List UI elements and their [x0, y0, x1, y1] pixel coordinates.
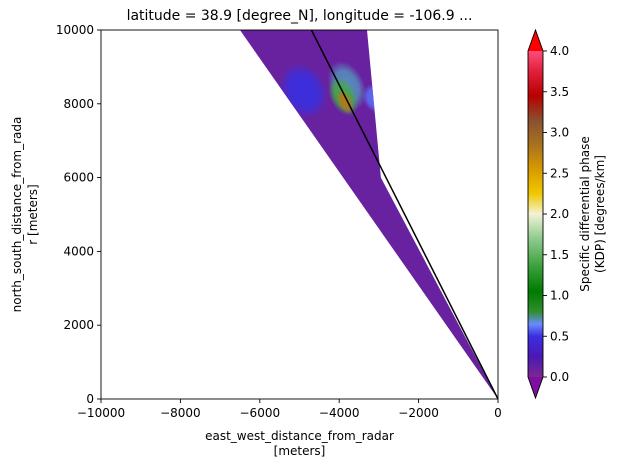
colorbar-tick-label: 1.5 — [550, 248, 569, 262]
x-tick-label: −6000 — [240, 406, 281, 420]
colorbar-extend-over — [528, 30, 543, 51]
transect-line — [310, 30, 498, 399]
y-axis-label-line-1: north_south_distance_from_rada — [10, 117, 24, 313]
colorbar-tick-label: 3.5 — [550, 85, 569, 99]
y-tick-label: 2000 — [63, 318, 94, 332]
colorbar-ticks: 0.0 0.5 1.0 1.5 2.0 2.5 3.0 3.5 4.0 — [543, 44, 569, 384]
colorbar-tick-label: 1.0 — [550, 289, 569, 303]
y-axis-ticks: 0 2000 4000 6000 8000 10000 — [56, 23, 101, 406]
x-axis-label-line-2: [meters] — [274, 444, 326, 458]
colorbar-label-line-1: Specific differential phase — [578, 136, 592, 292]
x-tick-label: −4000 — [319, 406, 360, 420]
x-tick-label: −10000 — [77, 406, 125, 420]
colorbar-tick-label: 3.0 — [550, 126, 569, 140]
x-tick-label: −2000 — [398, 406, 439, 420]
colorbar-tick-label: 2.0 — [550, 207, 569, 221]
x-axis-label-line-1: east_west_distance_from_radar — [205, 429, 394, 443]
y-tick-label: 10000 — [56, 23, 94, 37]
chart-title: latitude = 38.9 [degree_N], longitude = … — [127, 8, 473, 24]
y-axis-label-line-2: r [meters] — [26, 184, 40, 244]
plot-area — [239, 30, 498, 399]
colorbar-tick-label: 0.0 — [550, 370, 569, 384]
colorbar-extend-under — [528, 377, 543, 398]
x-tick-label: −8000 — [160, 406, 201, 420]
colorbar-tick-label: 2.5 — [550, 166, 569, 180]
colorbar-tick-label: 0.5 — [550, 329, 569, 343]
y-tick-label: 8000 — [63, 97, 94, 111]
y-tick-label: 4000 — [63, 244, 94, 258]
x-axis-ticks: −10000 −8000 −6000 −4000 −2000 0 — [77, 399, 502, 420]
y-tick-label: 6000 — [63, 171, 94, 185]
axes-frame — [100, 29, 499, 400]
data-blob — [281, 171, 310, 206]
data-wedge — [239, 30, 498, 399]
y-tick-label: 0 — [86, 392, 94, 406]
colorbar: 0.0 0.5 1.0 1.5 2.0 2.5 3.0 3.5 4.0 Specific dif… — [527, 28, 607, 400]
colorbar-scale — [528, 51, 543, 377]
x-tick-label: 0 — [494, 406, 502, 420]
colorbar-label-line-2: (KDP) [degrees/km] — [593, 155, 607, 273]
colorbar-tick-label: 4.0 — [550, 44, 569, 58]
data-blob — [336, 90, 354, 114]
